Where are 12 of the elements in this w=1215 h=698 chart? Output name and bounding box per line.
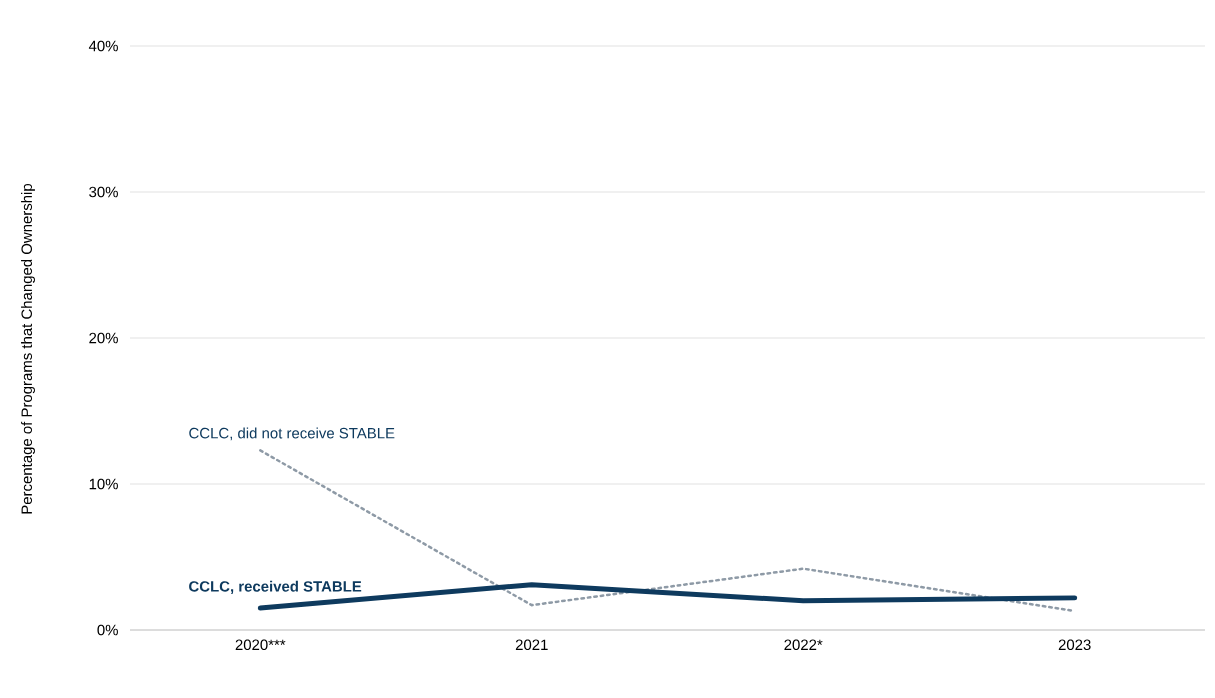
y-tick-label: 0% xyxy=(97,624,118,636)
y-tick-label: 10% xyxy=(89,478,118,490)
x-tick-label: 2022* xyxy=(784,639,823,651)
x-tick-label: 2021 xyxy=(515,639,548,651)
y-tick-label: 40% xyxy=(88,40,118,52)
y-axis-title: Percentage of Programs that Changed Ownership xyxy=(21,183,35,514)
x-tick-label: 2023 xyxy=(1058,639,1091,651)
text: CCLC, did not receive STABLE xyxy=(189,427,395,441)
y-tick-label: 30% xyxy=(89,186,118,198)
series-label: CCLC, received STABLE xyxy=(189,580,362,594)
y-tick-label: 20% xyxy=(89,332,118,344)
x-tick-label: 2020*** xyxy=(235,639,286,651)
